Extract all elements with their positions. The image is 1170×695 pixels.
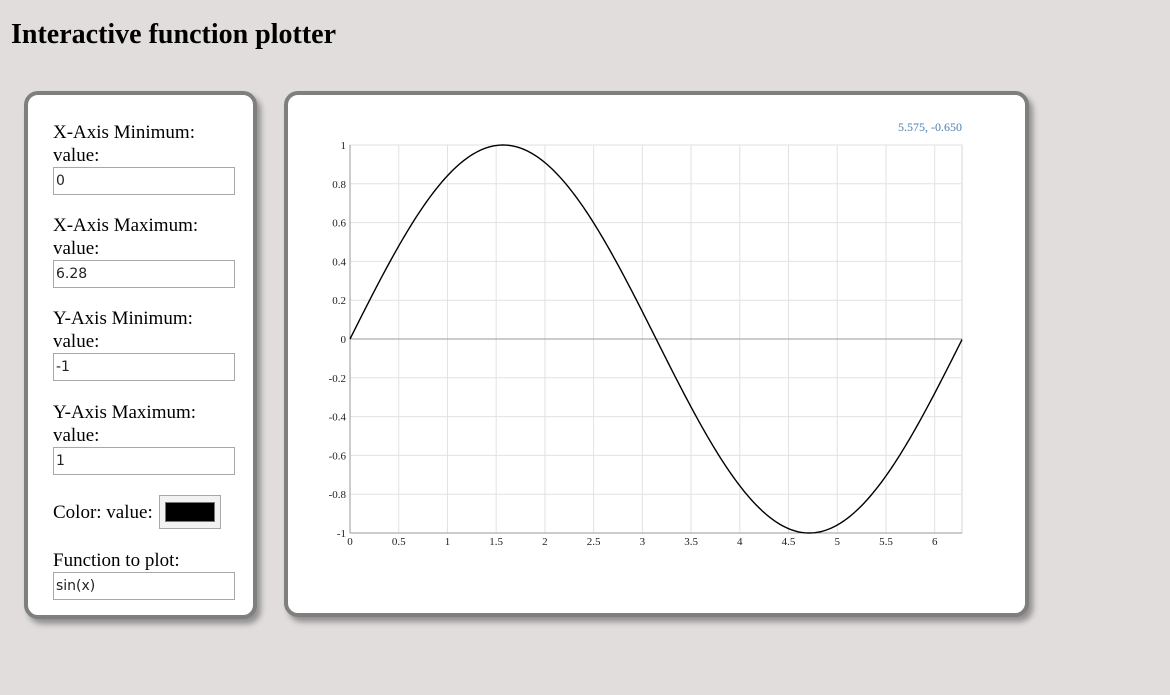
controls-panel: X-Axis Minimum: value: X-Axis Maximum: v… <box>24 91 257 619</box>
function-label: Function to plot: <box>53 550 180 571</box>
plot-panel: 0 0.5 1 1.5 2 2.5 3 3.5 4 4.5 5 5.5 6 1 0.8 0.6 0.4 0.2 0-… <box>284 91 1029 617</box>
color-picker-button[interactable] <box>158 495 221 529</box>
y-max-input[interactable] <box>53 447 235 475</box>
function-field: Function to plot: <box>53 549 238 600</box>
x-tick-label: 4 <box>737 536 743 548</box>
series-line <box>349 144 963 534</box>
x-tick-label: 0 <box>347 536 353 548</box>
x-min-input[interactable] <box>53 167 235 195</box>
function-input[interactable] <box>53 572 235 600</box>
color-label: Color: value: <box>53 501 153 523</box>
x-tick-label: 0.5 <box>392 536 406 548</box>
y-tick-label: 1 <box>341 140 347 152</box>
y-tick-label: 0.2 <box>332 295 346 307</box>
y-tick-label: 0.8 <box>332 179 346 191</box>
x-tick-label: 3.5 <box>684 536 698 548</box>
y-tick-label: -0.4 <box>329 412 347 424</box>
x-tick-label: 1.5 <box>489 536 503 548</box>
x-tick-label: 4.5 <box>782 536 796 548</box>
y-tick-label: -0.2 <box>329 373 346 385</box>
x-tick-label: 3 <box>640 536 646 548</box>
x-tick-label: 5.5 <box>879 536 893 548</box>
y-tick-label: 0 <box>341 334 347 346</box>
x-max-field: X-Axis Maximum: value: <box>53 214 238 288</box>
x-max-input[interactable] <box>53 260 235 288</box>
y-min-input[interactable] <box>53 353 235 381</box>
color-swatch <box>164 502 215 522</box>
x-min-label: X-Axis Minimum: value: <box>53 122 195 166</box>
x-max-label: X-Axis Maximum: value: <box>53 215 199 259</box>
y-min-label: Y-Axis Minimum: value: <box>53 308 193 352</box>
x-tick-label: 1 <box>445 536 451 548</box>
page-title: Interactive function plotter <box>11 19 337 50</box>
y-tick-label: 0.4 <box>332 256 346 268</box>
x-tick-label: 2 <box>542 536 548 548</box>
x-tick-label: 5 <box>835 536 841 548</box>
y-max-label: Y-Axis Maximum: value: <box>53 402 197 446</box>
curves <box>349 144 963 534</box>
y-tick-label: -0.6 <box>329 450 347 462</box>
color-field: Color: value: <box>53 495 221 529</box>
y-tick-label: -1 <box>337 528 346 540</box>
y-tick-label: -0.8 <box>329 489 347 501</box>
coordinate-readout: 5.575, -0.650 <box>898 120 962 134</box>
x-tick-label: 2.5 <box>587 536 601 548</box>
y-min-field: Y-Axis Minimum: value: <box>53 307 238 381</box>
tick-labels: 0 0.5 1 1.5 2 2.5 3 3.5 4 4.5 5 5.5 610.80.60.40.20-… <box>329 140 938 548</box>
y-max-field: Y-Axis Maximum: value: <box>53 401 238 475</box>
y-tick-label: 0.6 <box>332 218 346 230</box>
function-plot[interactable]: 0 0.5 1 1.5 2 2.5 3 3.5 4 4.5 5 5.5 610.80.60.40.20-… <box>288 95 1025 613</box>
x-tick-label: 6 <box>932 536 938 548</box>
x-min-field: X-Axis Minimum: value: <box>53 121 238 195</box>
